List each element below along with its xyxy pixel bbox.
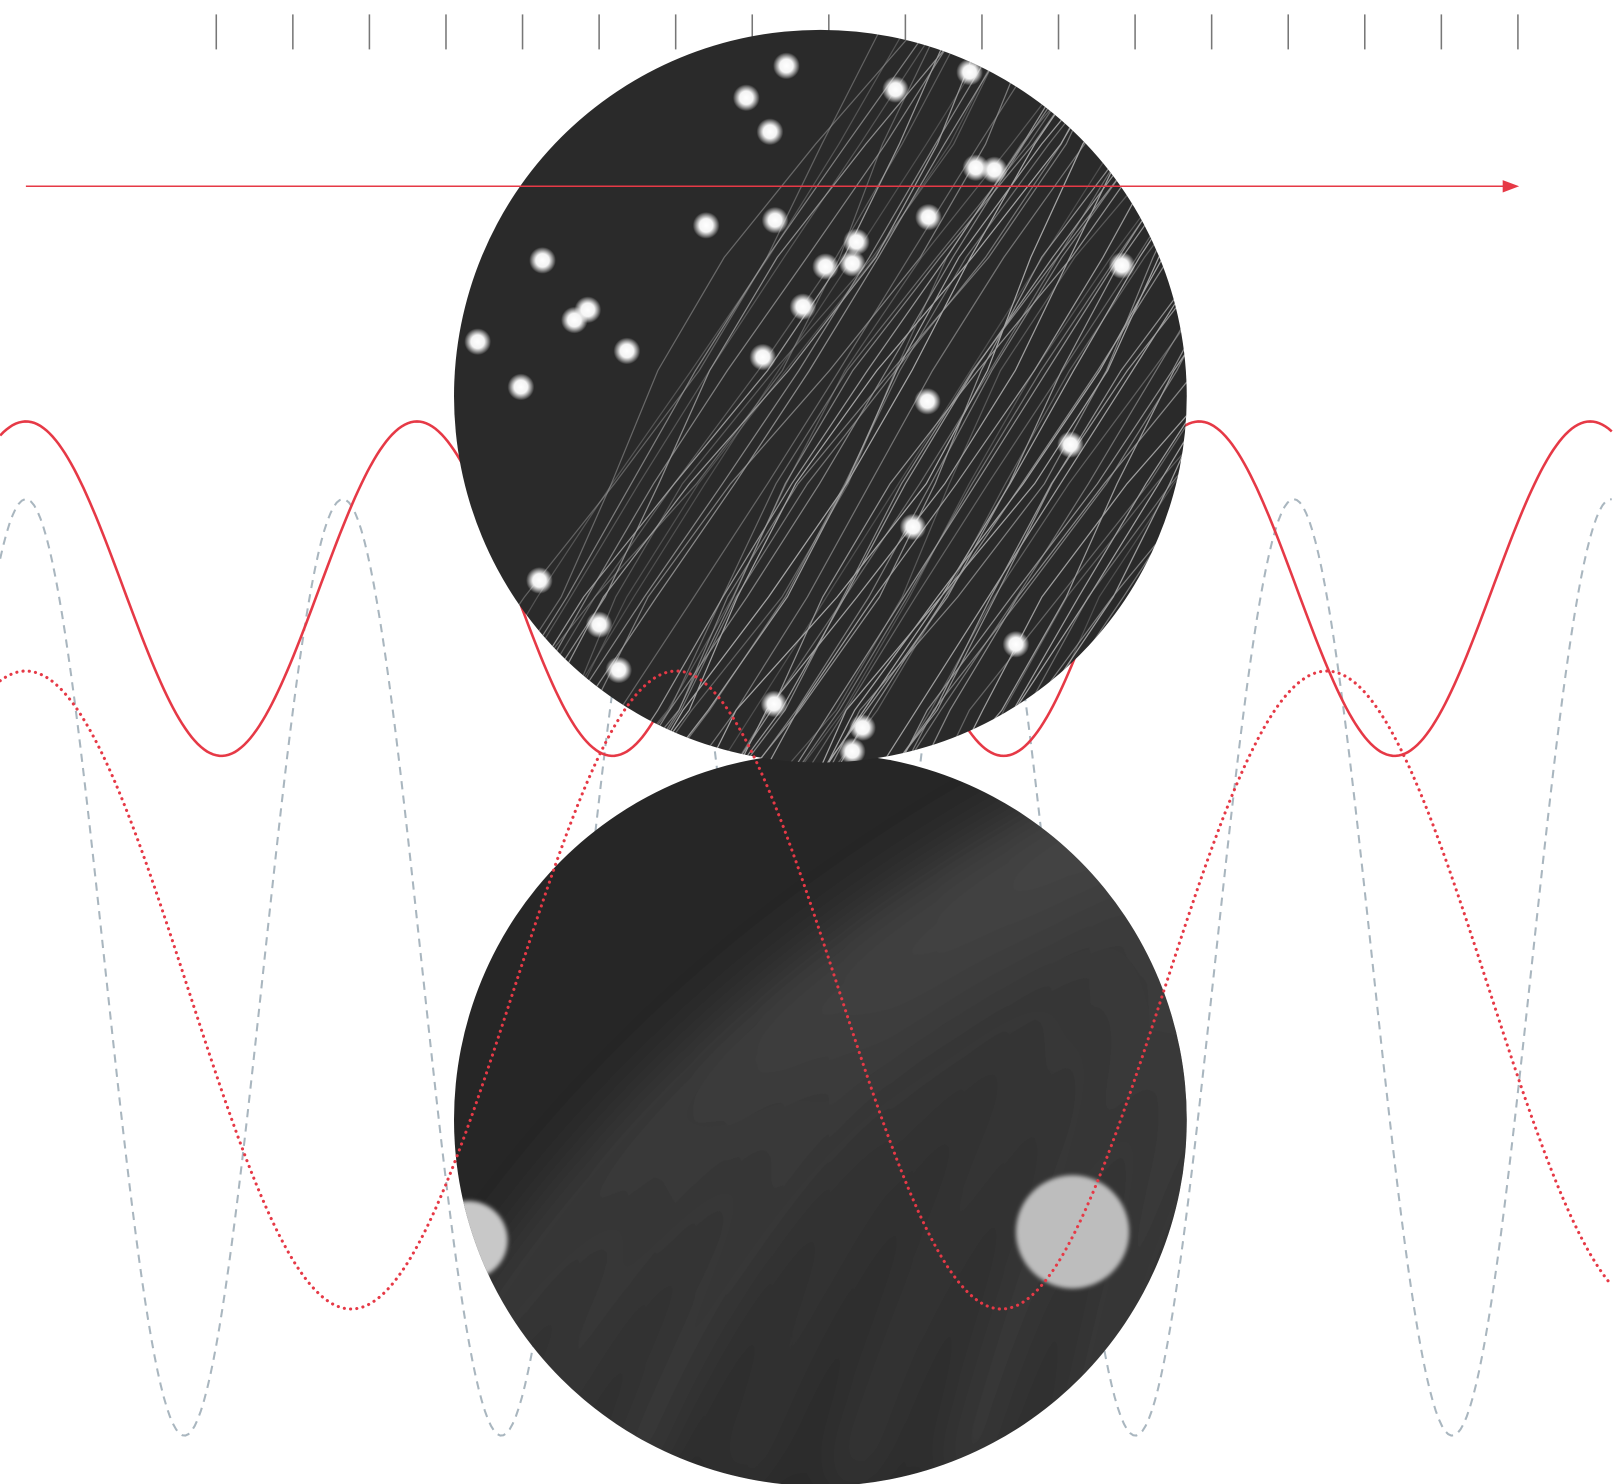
light-dot	[464, 328, 492, 356]
tick-marks	[215, 14, 1519, 50]
fiber	[695, 29, 1187, 763]
fiber	[861, 29, 1187, 763]
fiber	[1132, 29, 1187, 763]
streak	[1160, 769, 1187, 1484]
arrow-head	[1502, 180, 1520, 193]
fiber	[1138, 29, 1187, 763]
fiber	[795, 29, 1187, 763]
light-dot	[812, 253, 839, 280]
fiber	[1211, 0, 1614, 823]
streak	[824, 766, 1187, 1484]
fiber	[758, 29, 1187, 763]
fiber	[737, 29, 1187, 763]
fiber	[914, 29, 1187, 763]
fiber	[735, 29, 1187, 763]
fiber	[851, 29, 1187, 763]
light-dot	[760, 690, 788, 718]
fiber	[782, 29, 1187, 763]
fiber	[801, 29, 1187, 763]
fiber	[966, 29, 1187, 763]
fiber	[696, 29, 1187, 763]
fiber	[925, 29, 1187, 763]
fiber	[1261, 0, 1614, 823]
fiber	[1204, 0, 1614, 823]
light-dot	[585, 611, 613, 639]
light-dot	[789, 293, 817, 321]
light-dot	[756, 118, 784, 146]
light-dot	[529, 246, 556, 274]
light-dot	[838, 737, 866, 763]
fiber	[873, 29, 1187, 763]
fiber	[713, 29, 1187, 763]
light-dot	[613, 337, 641, 365]
fiber	[1209, 0, 1614, 823]
light-dot	[1108, 252, 1136, 279]
light-dot	[1057, 431, 1084, 458]
fiber	[804, 29, 1187, 763]
fiber	[1147, 29, 1187, 763]
light-dot	[692, 212, 720, 239]
fiber	[1152, 29, 1187, 763]
fiber	[1232, 0, 1614, 823]
fiber	[939, 29, 1187, 763]
fiber	[759, 29, 1187, 763]
fiber	[1312, 0, 1614, 823]
fiber	[849, 29, 1187, 763]
fiber	[978, 29, 1187, 763]
fiber	[1204, 0, 1614, 823]
light-dot	[838, 250, 866, 277]
fiber	[1225, 0, 1614, 823]
fiber	[1239, 0, 1614, 823]
light-dot	[914, 387, 941, 415]
light-dot	[526, 567, 553, 594]
fiber	[893, 29, 1187, 763]
light-dot	[882, 76, 909, 103]
fiber	[787, 29, 1187, 763]
fiber	[708, 29, 1187, 763]
fiber	[1246, 0, 1614, 823]
fiber	[867, 29, 1187, 763]
fiber	[792, 29, 1187, 763]
fiber	[868, 29, 1187, 763]
light-dot	[732, 84, 760, 112]
light-dot	[899, 513, 927, 541]
light-dot	[749, 343, 777, 371]
streak	[931, 763, 1187, 1484]
light-dot	[980, 156, 1008, 184]
light-dot	[915, 203, 942, 231]
fiber	[1213, 0, 1614, 823]
fiber	[1200, 0, 1614, 823]
top-image	[454, 0, 1614, 823]
fiber	[1210, 0, 1614, 823]
bottom-image	[454, 753, 1187, 1484]
fiber	[698, 29, 1187, 763]
fiber	[773, 29, 1187, 763]
light-dot	[561, 306, 588, 334]
fiber	[796, 29, 1187, 763]
light-dot	[773, 52, 800, 80]
dotted-wave	[0, 669, 1614, 1311]
light-dot	[956, 58, 983, 86]
light-dot	[849, 714, 876, 741]
light-dot	[605, 656, 633, 684]
fiber	[907, 29, 1187, 763]
light-dot	[843, 228, 870, 256]
fiber	[1233, 0, 1614, 823]
light-dot	[507, 373, 535, 401]
fiber	[951, 29, 1187, 763]
fiber	[1247, 0, 1614, 823]
light-dot	[761, 206, 789, 234]
light-dot	[1002, 630, 1030, 658]
fiber	[1191, 0, 1614, 823]
fiber	[1244, 0, 1614, 823]
fiber	[936, 29, 1187, 763]
fiber	[843, 29, 1187, 763]
fiber	[758, 29, 1187, 763]
streak	[481, 760, 1185, 1484]
